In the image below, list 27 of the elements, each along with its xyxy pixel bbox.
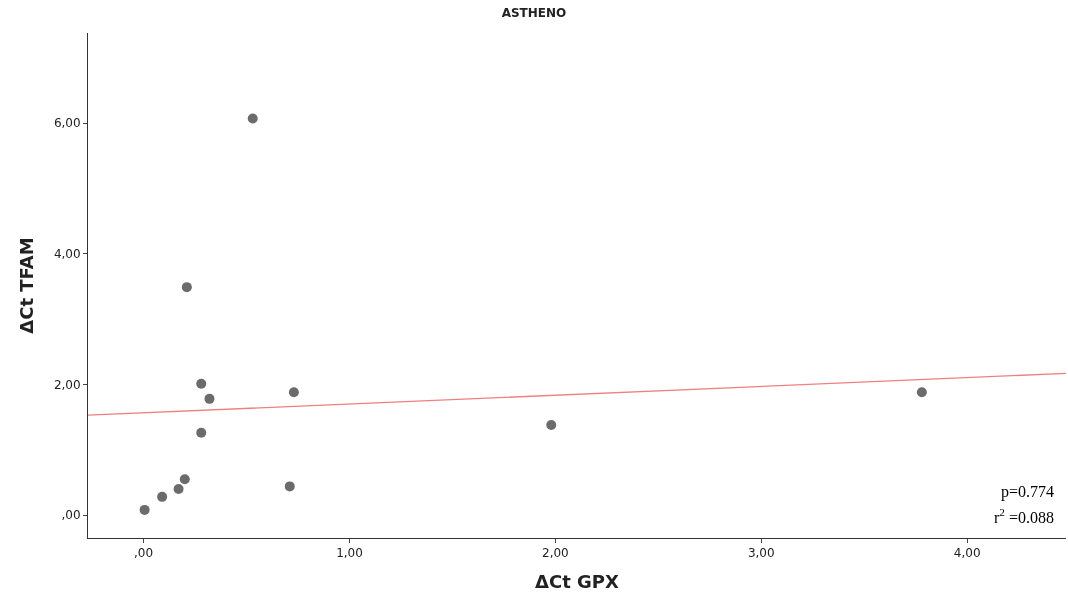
point [139,504,150,515]
point [179,474,190,485]
point [288,387,299,398]
x-tick-label: 3,00 [747,546,775,561]
x-axis-title: ΔCt GPX [535,570,620,592]
chart-title: ASTHENO [501,6,567,21]
point [196,427,207,438]
x-tick-label: 2,00 [542,546,569,561]
y-axis-title: ΔCt TFAM [16,237,38,334]
y-tick-label: 2,00 [53,377,81,392]
y-tick-label: ,00 [61,508,81,523]
annotation: r$^{2}$ =0.088 [994,506,1054,526]
point [181,282,192,293]
x-tick-label: 1,00 [336,546,363,561]
point [546,419,557,430]
point [196,378,207,389]
point [204,393,215,404]
point [284,481,295,492]
annotation: p=0.774 [1001,483,1055,501]
point [916,387,927,398]
point [157,491,168,502]
y-tick-label: 6,00 [53,116,81,131]
point [247,113,258,124]
point [173,484,184,494]
x-tick-label: 4,00 [953,546,981,561]
x-tick-label: ,00 [134,546,154,561]
y-tick-label: 4,00 [53,247,81,262]
